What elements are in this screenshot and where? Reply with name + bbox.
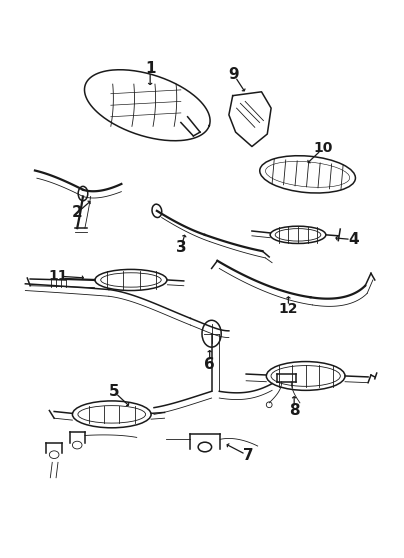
Text: 7: 7: [243, 448, 253, 463]
Text: 10: 10: [313, 141, 332, 156]
Text: 12: 12: [279, 302, 298, 316]
Text: 3: 3: [176, 240, 186, 255]
Text: 2: 2: [72, 205, 82, 220]
Text: 5: 5: [108, 384, 119, 399]
Text: 6: 6: [204, 357, 215, 372]
Text: 1: 1: [145, 61, 156, 76]
Text: 9: 9: [228, 67, 239, 82]
Text: 8: 8: [289, 403, 299, 418]
Text: 4: 4: [348, 232, 359, 247]
Text: 11: 11: [48, 269, 68, 283]
